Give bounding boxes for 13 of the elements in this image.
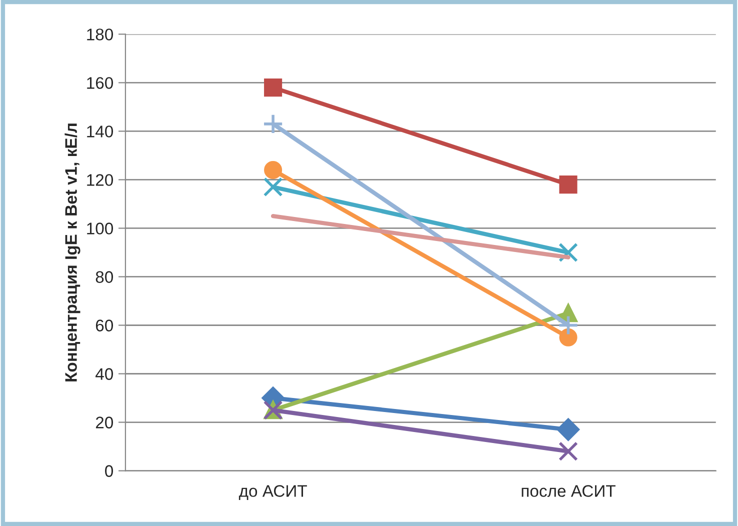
- y-tick-label: 0: [105, 465, 114, 477]
- y-axis-title: Концентрация IgE к Bet v1, кЕ/л: [64, 124, 80, 382]
- y-tick-label: 20: [96, 416, 114, 428]
- y-tick-label: 40: [96, 368, 114, 380]
- x-tick-label: после АСИТ: [522, 485, 616, 497]
- y-tick-label: 80: [96, 271, 114, 283]
- y-tick-label: 180: [87, 28, 114, 40]
- x-tick-label: до АСИТ: [238, 485, 307, 500]
- y-tick-label: 160: [87, 77, 114, 89]
- y-tick-label: 140: [87, 126, 114, 138]
- y-tick-label: 120: [87, 174, 114, 186]
- y-tick-label: 100: [87, 222, 114, 234]
- y-tick-label: 60: [96, 320, 114, 332]
